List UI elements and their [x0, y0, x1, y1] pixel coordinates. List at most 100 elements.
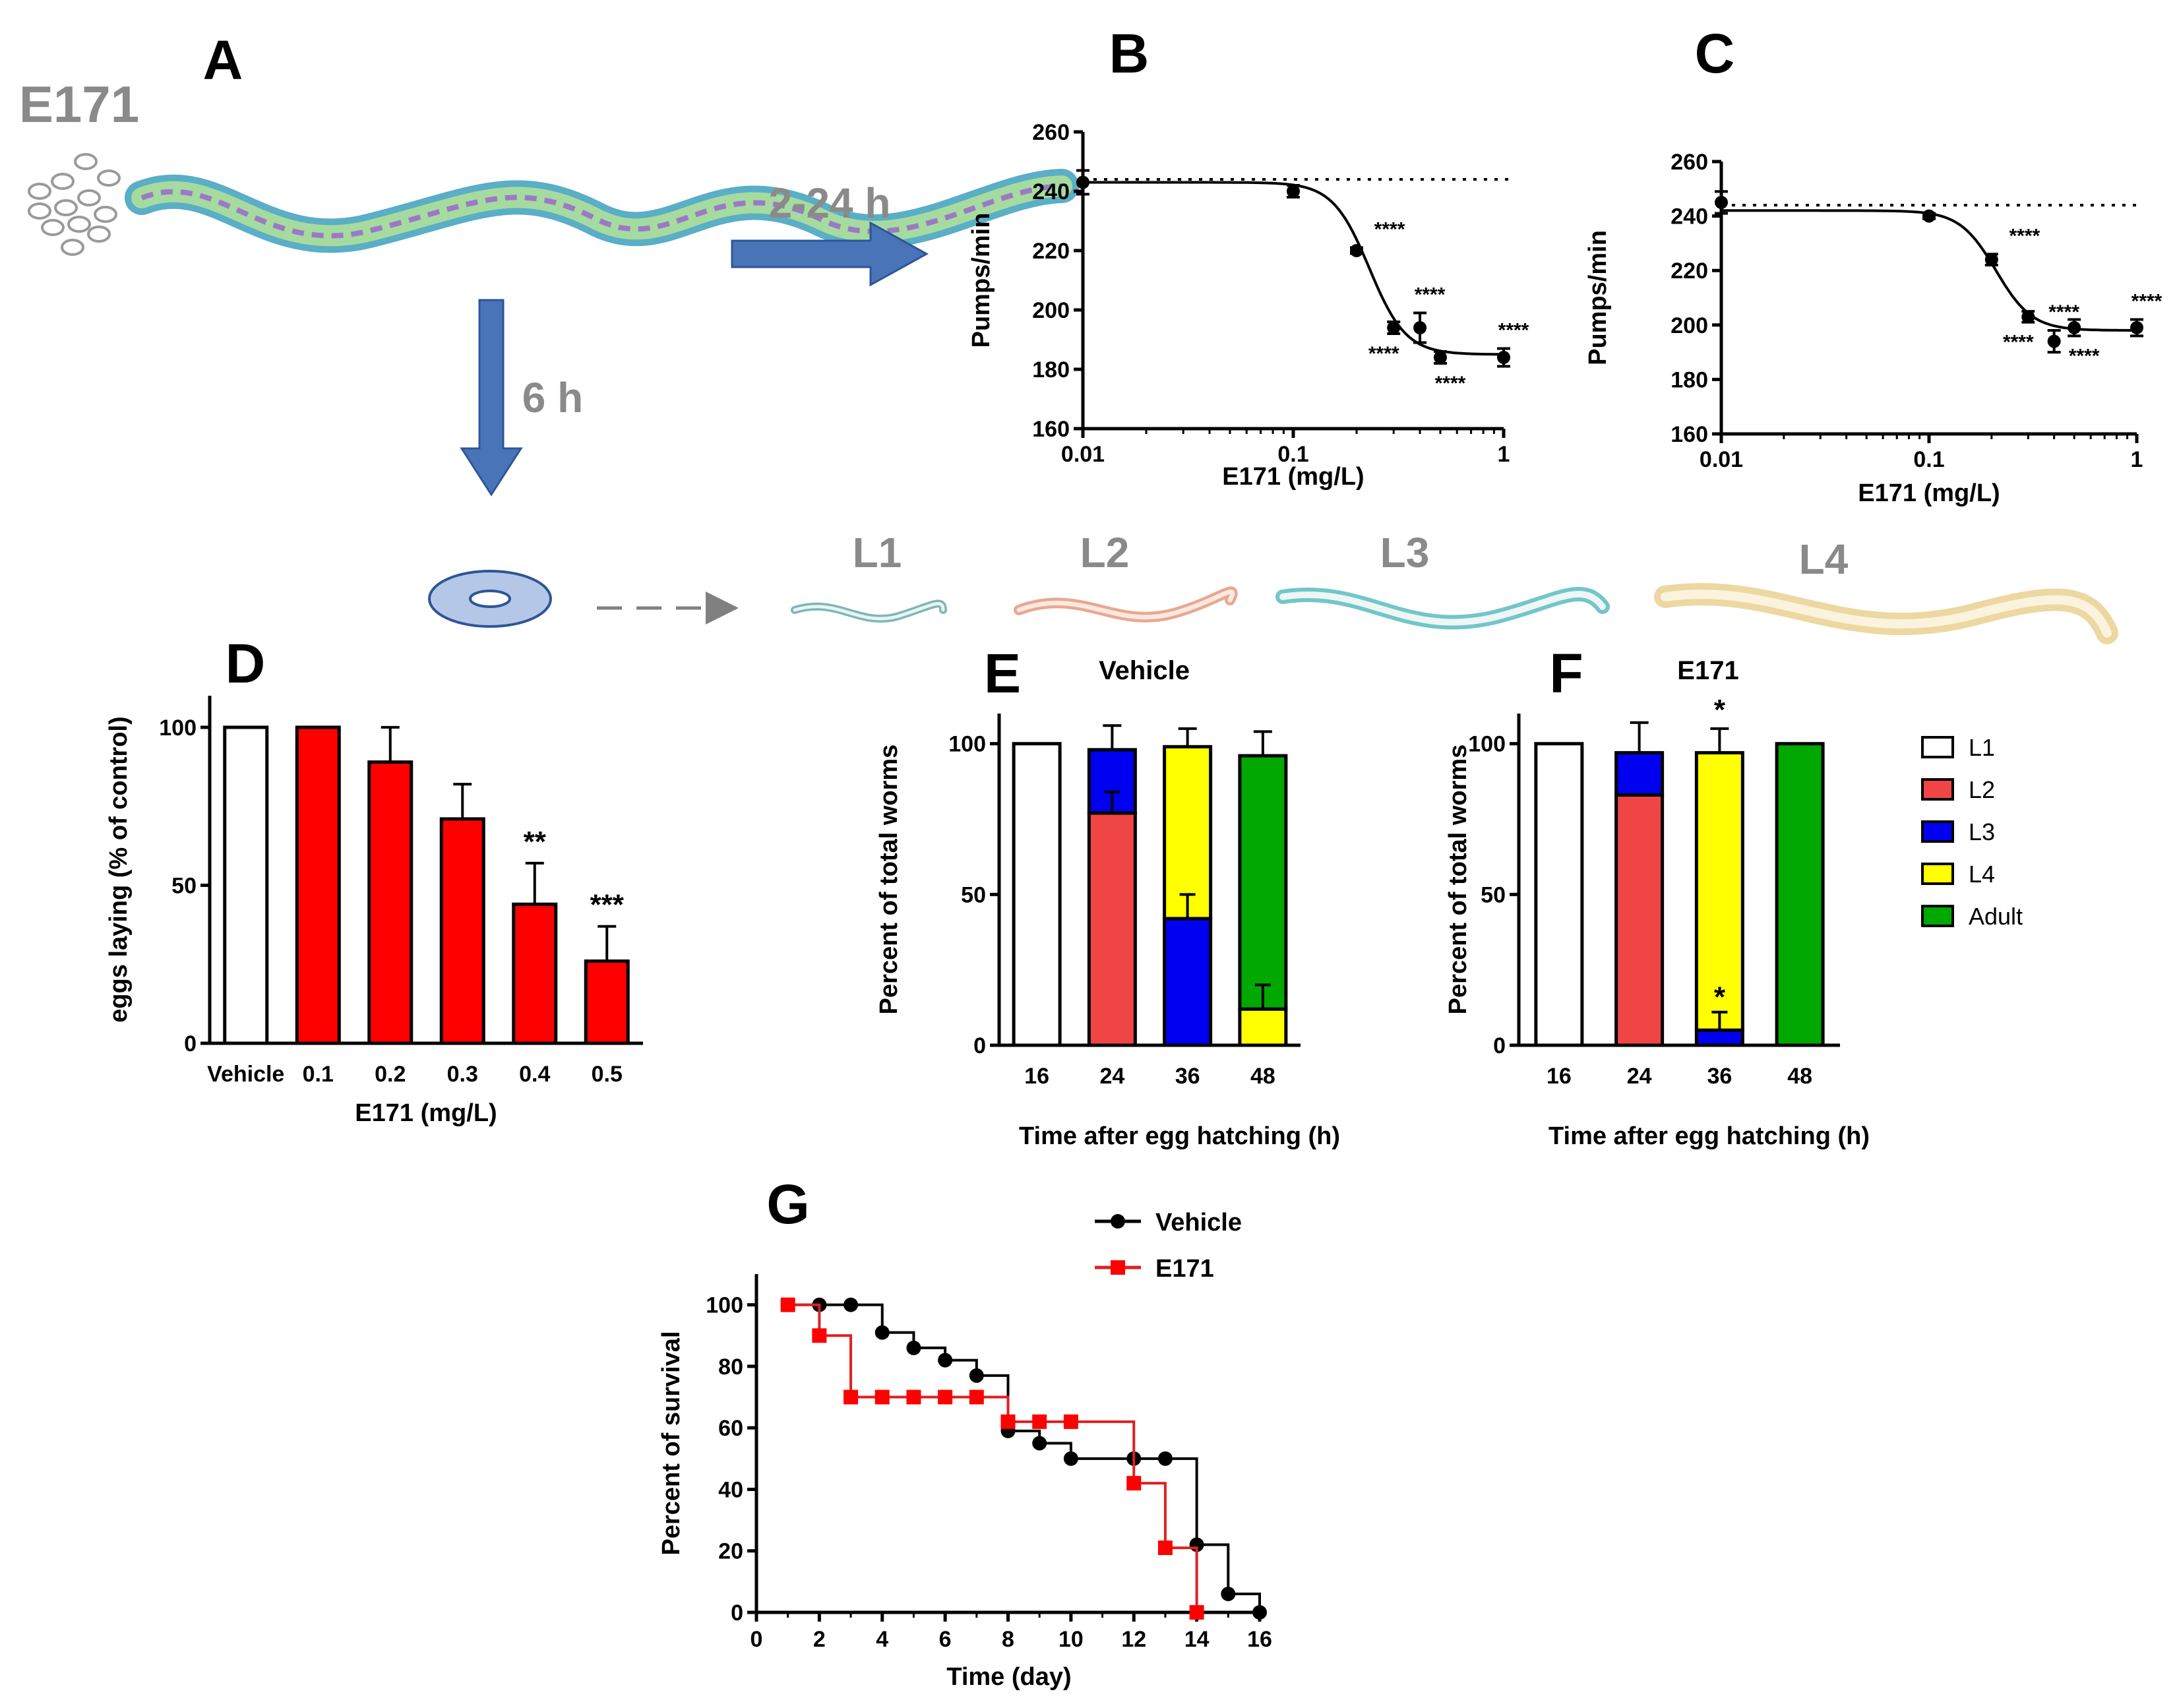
- arrow-down-label: 6 h: [522, 374, 583, 421]
- legend-swatch-l2: [1921, 778, 1954, 801]
- data-point: [2130, 320, 2143, 334]
- x-tick-label: 0.4: [519, 1062, 550, 1087]
- e171-point: [874, 1389, 890, 1405]
- e171-point: [812, 1328, 827, 1343]
- vehicle-point: [906, 1340, 921, 1355]
- y-tick-label: 0: [1493, 1033, 1506, 1058]
- y-tick-label: 240: [1032, 179, 1070, 204]
- panel-f-title: E171: [1677, 656, 1738, 685]
- e171-point: [1126, 1476, 1142, 1491]
- legend-marker-vehicle: [1111, 1214, 1125, 1229]
- chart-b: 160 180 200 220 240 260 E171 (mg/L) Pumps/min 0.…: [967, 120, 1529, 491]
- bar: [223, 725, 269, 1045]
- chart-c: 160 180 200 220 240 260 E171 (mg/L) Pumps/min 0.…: [1584, 150, 2162, 507]
- panel-label-f: F: [1549, 642, 1583, 704]
- data-point: [1413, 321, 1427, 334]
- adult-worm-illustration: [125, 169, 1079, 253]
- x-tick-label: 0.1: [1913, 447, 1944, 472]
- bar: [439, 817, 485, 1045]
- data-point: [1350, 244, 1364, 257]
- x-tick-label: 0.1: [303, 1062, 334, 1087]
- y-tick-label: 200: [1032, 298, 1070, 323]
- data-point: [1922, 209, 1936, 223]
- x-tick-label: 0.01: [1061, 442, 1105, 467]
- data-point: [1287, 185, 1300, 198]
- y-tick-label: 100: [1468, 732, 1506, 757]
- x-tick-label: 48: [1250, 1064, 1275, 1089]
- chart-e: 0 50 100 Time after egg hatching (h) Percent…: [875, 714, 1340, 1150]
- chart-d: 0 50 100 E171 (mg/L) eggs laying (% of contr…: [105, 696, 643, 1127]
- legend-label-e171: E171: [1155, 1255, 1214, 1283]
- y-axis-label: Pumps/min: [1584, 230, 1612, 365]
- vehicle-point: [1032, 1436, 1047, 1451]
- y-tick-label: 220: [1032, 239, 1070, 264]
- legend-swatch-adult: [1921, 905, 1954, 927]
- e171-point: [969, 1389, 984, 1405]
- legend-swatch-l3: [1921, 820, 1954, 843]
- stage-label-l3: L3: [1380, 529, 1430, 576]
- vehicle-point: [1221, 1587, 1236, 1602]
- stage-label-l2: L2: [1080, 529, 1130, 576]
- y-tick-label: 0: [731, 1601, 743, 1626]
- e171-point: [780, 1297, 795, 1312]
- data-point: [1433, 351, 1447, 364]
- significance-label: ****: [1435, 373, 1466, 394]
- significance-label: *: [1714, 694, 1726, 726]
- y-tick-label: 100: [159, 716, 197, 741]
- y-tick-label: 80: [718, 1355, 743, 1380]
- x-axis-label: E171 (mg/L): [1222, 463, 1364, 491]
- y-tick-label: 220: [1671, 259, 1708, 284]
- panel-label-d: D: [226, 632, 266, 694]
- x-tick-label: 0.3: [447, 1062, 478, 1087]
- y-axis-label: Pumps/min: [967, 213, 995, 348]
- stack-segment: [1012, 742, 1062, 1047]
- vehicle-point: [1157, 1451, 1173, 1466]
- x-tick-label: 12: [1121, 1627, 1146, 1652]
- stack-segment: [1534, 742, 1584, 1047]
- significance-label: ****: [2009, 225, 2040, 247]
- stack-segment: [1614, 750, 1665, 797]
- x-tick-label: 0.2: [375, 1062, 406, 1087]
- e171-point: [906, 1389, 921, 1405]
- data-point: [2047, 334, 2061, 348]
- y-tick-label: 100: [948, 732, 986, 757]
- legend-swatch-l4: [1921, 863, 1954, 885]
- fit-curve: [1083, 181, 1504, 356]
- y-tick-label: 200: [1671, 313, 1708, 338]
- e171-point: [1157, 1540, 1173, 1556]
- stack-segment: [1694, 1028, 1744, 1047]
- x-tick-label: 2: [813, 1627, 826, 1652]
- y-tick-label: 180: [1032, 357, 1070, 382]
- stage-label-l4: L4: [1799, 535, 1849, 583]
- legend-swatch-l1: [1921, 736, 1954, 758]
- y-tick-label: 40: [718, 1477, 743, 1502]
- y-tick-label: 240: [1671, 204, 1708, 229]
- significance-label: ****: [1368, 343, 1399, 365]
- x-tick-label: 48: [1787, 1064, 1812, 1089]
- data-point: [1076, 175, 1089, 189]
- arrow-right: [731, 221, 929, 287]
- x-tick-label: 16: [1247, 1627, 1272, 1652]
- x-tick-label: 10: [1058, 1627, 1084, 1652]
- x-tick-label: 0.01: [1700, 447, 1743, 472]
- stack-segment: [1694, 750, 1744, 1032]
- x-axis-label: E171 (mg/L): [355, 1099, 497, 1127]
- x-axis-label: Time (day): [946, 1663, 1071, 1691]
- x-tick-label: 4: [876, 1627, 888, 1652]
- y-tick-label: 260: [1032, 120, 1070, 145]
- arrow-right-label: 2-24 h: [769, 179, 891, 227]
- significance-label: ****: [2069, 345, 2100, 367]
- e171-point: [938, 1389, 953, 1405]
- x-axis-label: Time after egg hatching (h): [1019, 1122, 1340, 1150]
- vehicle-point: [969, 1368, 984, 1383]
- panel-label-b: B: [1109, 22, 1150, 84]
- vehicle-point: [1252, 1605, 1267, 1620]
- bar: [295, 725, 341, 1045]
- y-tick-label: 50: [171, 873, 197, 898]
- legend-label-l3: L3: [1969, 818, 1995, 845]
- y-tick-label: 160: [1032, 417, 1070, 442]
- x-tick-label: 36: [1707, 1064, 1732, 1089]
- data-point: [1984, 253, 1998, 266]
- x-tick-label: 36: [1175, 1064, 1200, 1089]
